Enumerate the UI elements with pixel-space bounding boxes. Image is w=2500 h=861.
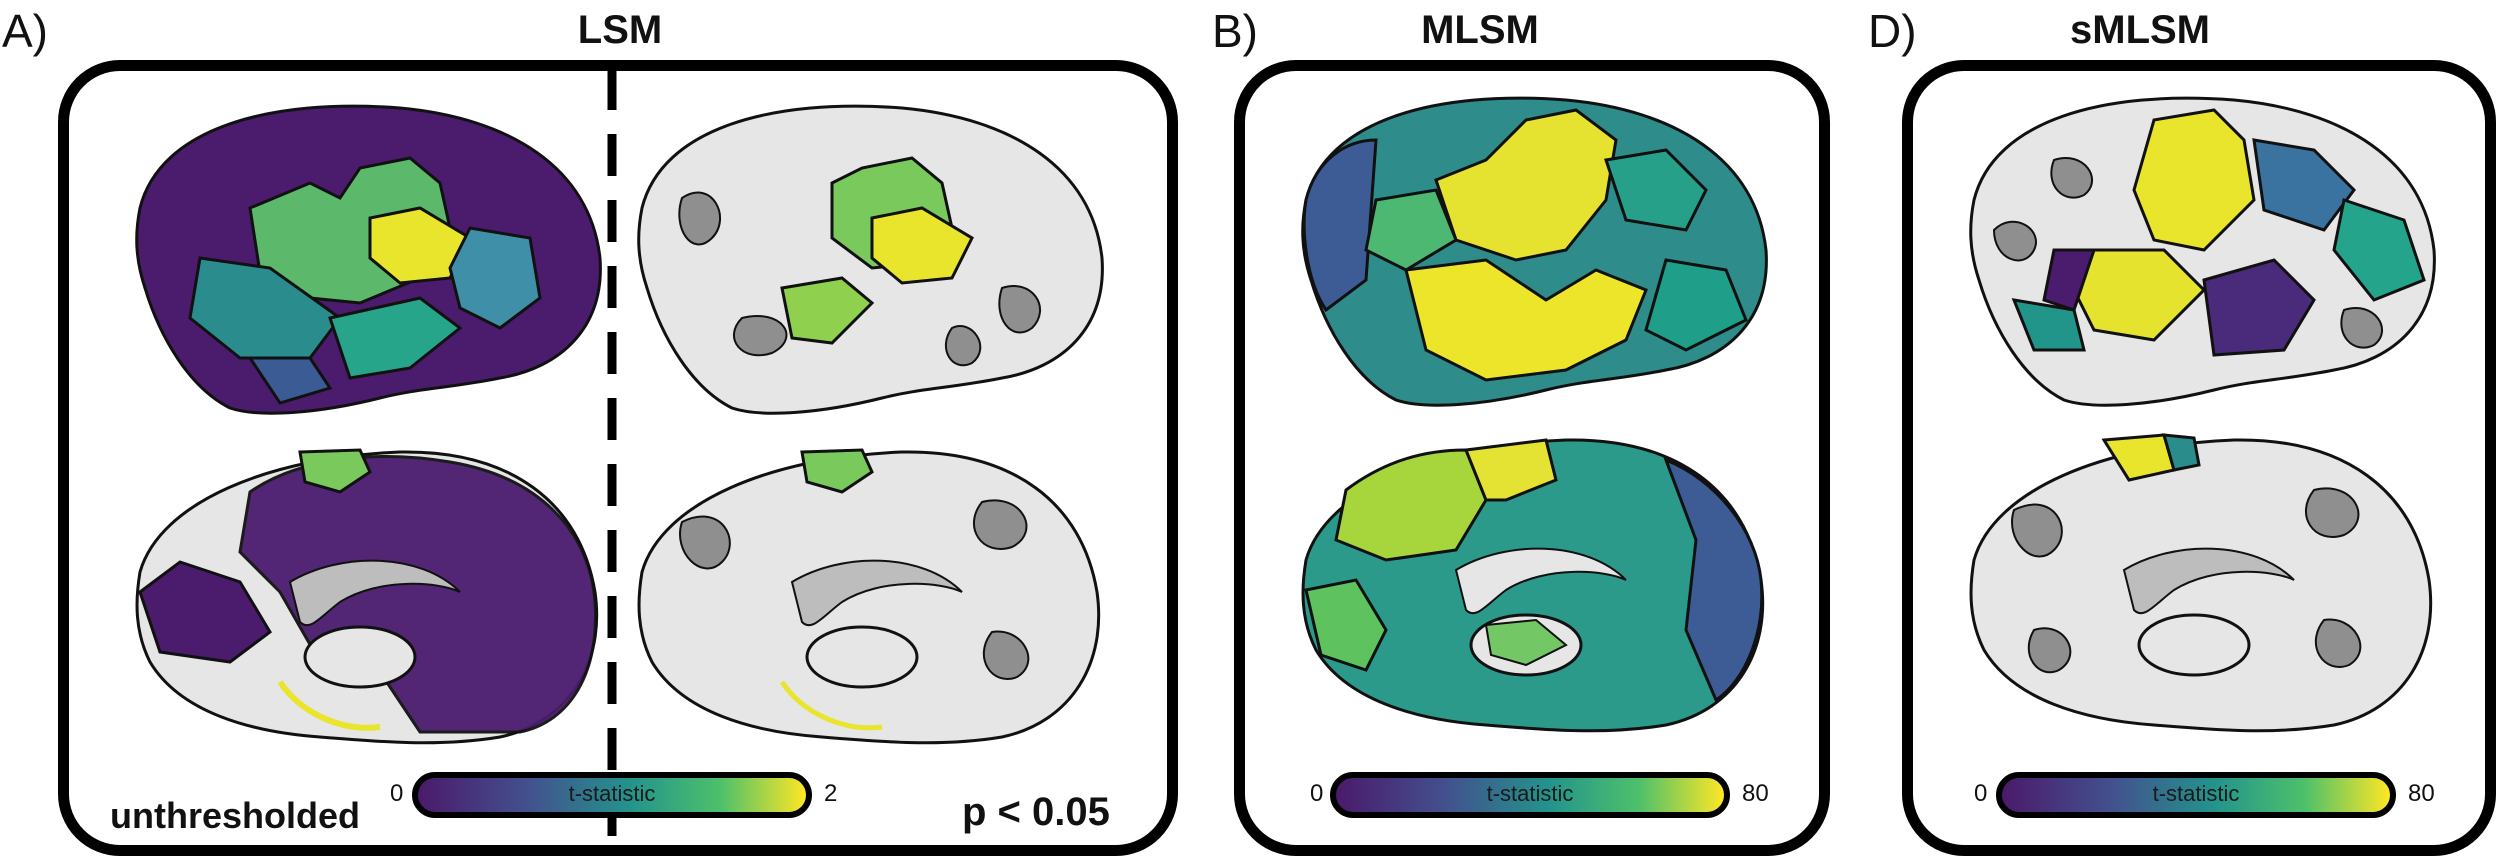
- brain-b-lateral: [1301, 96, 1768, 407]
- colorbar-b: 0 t-statistic 80: [1310, 768, 1770, 828]
- colorbar-b-title: t-statistic: [1486, 781, 1574, 806]
- panel-b-letter: B): [1212, 5, 1258, 57]
- colorbar-b-gradient: [1330, 772, 1730, 818]
- brain-a-lateral-unthresholded: [135, 104, 602, 415]
- brain-a-lateral-thresholded: [637, 104, 1104, 415]
- colorbar-d-max: 80: [2408, 780, 2435, 807]
- brain-a-medial-unthresholded: [135, 448, 599, 745]
- unthresholded-label: unthresholded: [110, 795, 360, 836]
- brain-b-medial: [1301, 438, 1765, 733]
- colorbar-a-gradient: [412, 772, 812, 818]
- colorbar-d-min: 0: [1974, 780, 1988, 807]
- brain-d-lateral: [1969, 96, 2436, 407]
- colorbar-a-min: 0: [390, 780, 404, 807]
- colorbar-a-title: t-statistic: [568, 781, 656, 806]
- colorbar-a: 0 t-statistic 2: [390, 768, 860, 828]
- panel-a-letter: A): [2, 5, 48, 57]
- colorbar-b-max: 80: [1742, 780, 1769, 807]
- panel-d-title: sMLSM: [2070, 8, 2210, 52]
- colorbar-a-max: 2: [824, 780, 838, 807]
- colorbar-d-gradient: [1996, 772, 2396, 818]
- panel-d-letter: D): [1868, 5, 1917, 57]
- panel-a-dashed-divider: [607, 68, 617, 858]
- panel-a-title: LSM: [577, 8, 663, 52]
- brain-a-medial-thresholded: [637, 448, 1101, 745]
- colorbar-d: 0 t-statistic 80: [1974, 768, 2435, 828]
- colorbar-d-title: t-statistic: [2152, 781, 2240, 806]
- colorbar-b-min: 0: [1310, 780, 1324, 807]
- threshold-label: p < 0.05: [962, 790, 1110, 834]
- panel-b-title: MLSM: [1421, 8, 1539, 52]
- brain-d-medial: [1969, 433, 2433, 733]
